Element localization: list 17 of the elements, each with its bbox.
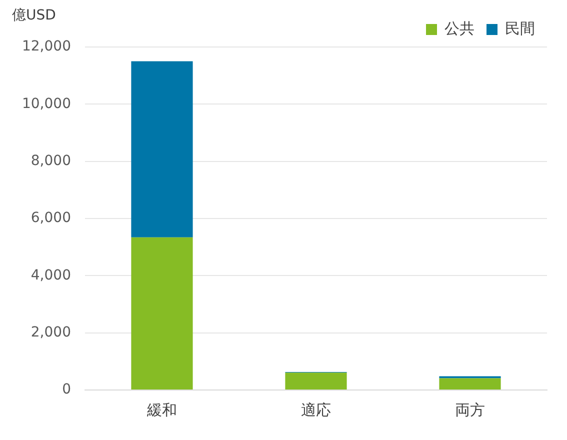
legend-label: 民間 bbox=[505, 19, 535, 38]
y-tick-label: 0 bbox=[62, 382, 71, 398]
bar bbox=[285, 372, 347, 390]
bar bbox=[439, 378, 501, 390]
x-tick-label: 適応 bbox=[300, 400, 331, 419]
y-tick-label: 12,000 bbox=[22, 38, 71, 55]
bar bbox=[131, 237, 193, 390]
y-axis-title: 億USD bbox=[12, 8, 56, 24]
y-tick-label: 6,000 bbox=[30, 210, 71, 226]
bar bbox=[131, 61, 193, 238]
y-tick-label: 4,000 bbox=[30, 267, 71, 284]
y-tick-label: 8,000 bbox=[30, 152, 71, 169]
legend-label: 公共 bbox=[444, 19, 474, 38]
y-tick-label: 10,000 bbox=[22, 96, 71, 112]
x-tick-label: 緩和 bbox=[146, 400, 177, 419]
x-tick-label: 両方 bbox=[455, 400, 485, 419]
y-tick-label: 2,000 bbox=[30, 324, 71, 340]
